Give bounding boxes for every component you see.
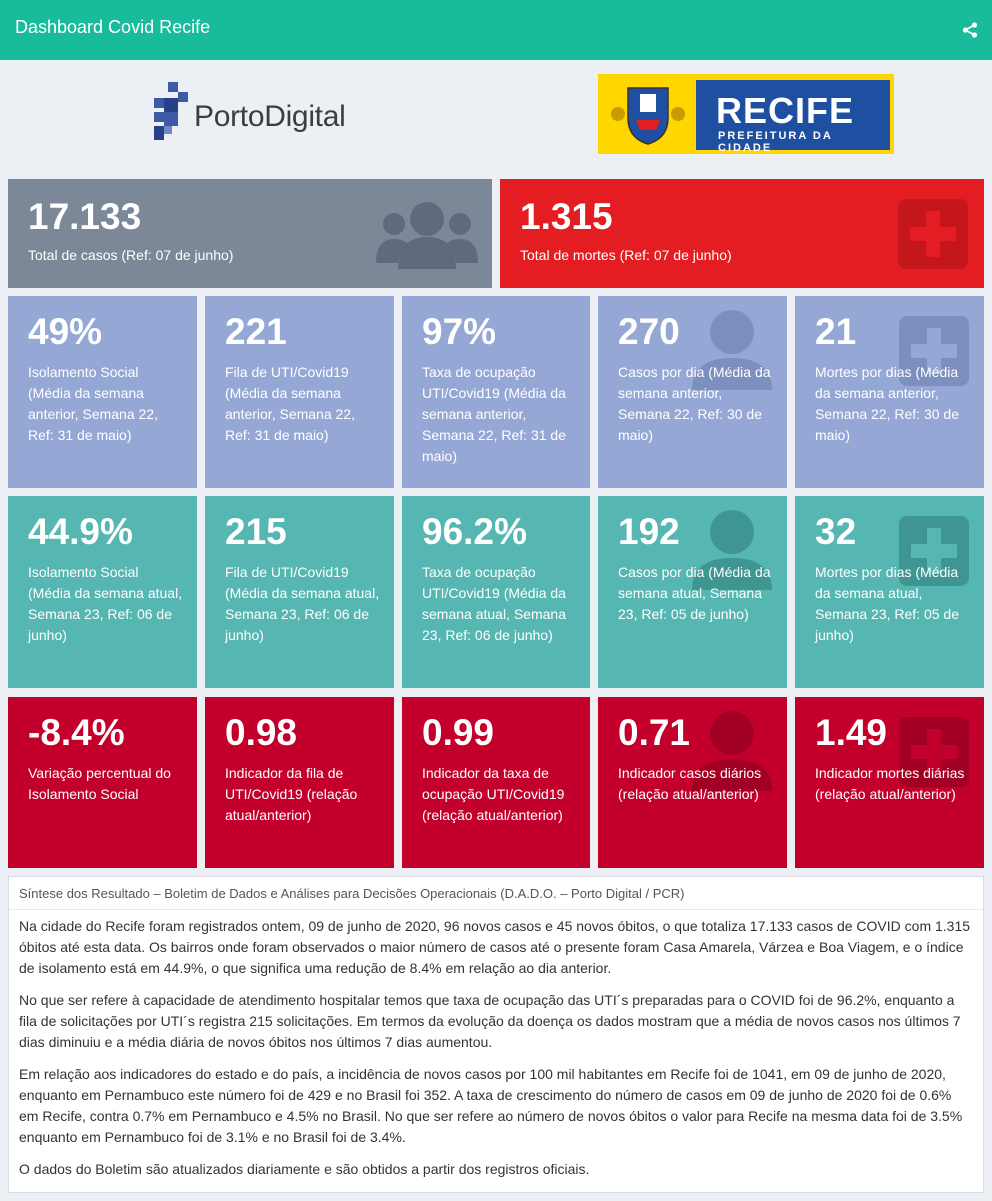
page-title: Dashboard Covid Recife	[15, 17, 211, 37]
total-cases-card: 17.133 Total de casos (Ref: 07 de junho)	[8, 179, 492, 288]
card-label: Fila de UTI/Covid19 (Média da semana ant…	[225, 364, 355, 443]
card-label: Indicador mortes diárias (relação atual/…	[815, 765, 965, 802]
summary-paragraph: Na cidade do Recife foram registrados on…	[19, 918, 971, 976]
daily-deaths-previous-card: 21 Mortes por dias (Média da semana ante…	[795, 296, 984, 488]
recife-banner: RECIFE PREFEITURA DA CIDADE	[696, 80, 890, 154]
coat-of-arms-icon	[610, 82, 686, 146]
card-value: 215	[225, 511, 287, 552]
summary-title: Síntese dos Resultado – Boletim de Dados…	[9, 877, 983, 910]
card-label: Indicador da taxa de ocupação UTI/Covid1…	[422, 765, 565, 823]
porto-digital-wordmark: PortoDigital	[194, 100, 346, 133]
logos-panel: PortoDigital RECIFE PREFEITURA DA CIDADE	[8, 68, 984, 179]
plus-square-icon	[899, 516, 969, 586]
daily-cases-indicator-card: 0.71 Indicador casos diários (relação at…	[598, 697, 787, 868]
card-label: Total de mortes (Ref: 07 de junho)	[520, 247, 732, 263]
isolation-previous-card: 49% Isolamento Social (Média da semana a…	[8, 296, 197, 488]
summary-box: Síntese dos Resultado – Boletim de Dados…	[8, 876, 984, 1193]
icu-occupancy-indicator-card: 0.99 Indicador da taxa de ocupação UTI/C…	[402, 697, 590, 868]
card-value: 17.133	[28, 196, 142, 237]
card-value: 96.2%	[422, 511, 527, 552]
card-label: Fila de UTI/Covid19 (Média da semana atu…	[225, 564, 380, 643]
card-value: 44.9%	[28, 511, 133, 552]
card-label: Variação percentual do Isolamento Social	[28, 765, 171, 802]
icu-queue-previous-card: 221 Fila de UTI/Covid19 (Média da semana…	[205, 296, 394, 488]
total-deaths-card: 1.315 Total de mortes (Ref: 07 de junho)	[500, 179, 984, 288]
icu-occupancy-current-card: 96.2% Taxa de ocupação UTI/Covid19 (Médi…	[402, 496, 590, 688]
card-label: Total de casos (Ref: 07 de junho)	[28, 247, 234, 263]
card-value: 49%	[28, 311, 103, 352]
card-label: Taxa de ocupação UTI/Covid19 (Média da s…	[422, 564, 566, 643]
porto-digital-mark-icon	[154, 82, 188, 140]
card-label: Casos por dia (Média da semana atual, Se…	[618, 564, 771, 622]
plus-square-icon	[898, 199, 968, 269]
recife-subtitle: PREFEITURA DA CIDADE	[718, 130, 833, 154]
card-value: 0.98	[225, 712, 298, 753]
card-value: 221	[225, 311, 287, 352]
card-label: Casos por dia (Média da semana anterior,…	[618, 364, 771, 443]
daily-deaths-indicator-card: 1.49 Indicador mortes diárias (relação a…	[795, 697, 984, 868]
summary-paragraph: Em relação aos indicadores do estado e d…	[19, 1066, 963, 1145]
plus-square-icon	[899, 717, 969, 787]
top-navbar: Dashboard Covid Recife	[0, 0, 992, 60]
isolation-variation-card: -8.4% Variação percentual do Isolamento …	[8, 697, 197, 868]
isolation-current-card: 44.9% Isolamento Social (Média da semana…	[8, 496, 197, 688]
recife-logo: RECIFE PREFEITURA DA CIDADE	[598, 74, 894, 154]
group-icon	[376, 202, 478, 269]
card-value: 270	[618, 311, 680, 352]
card-label: Mortes por dias (Média da semana anterio…	[815, 364, 959, 443]
card-value: -8.4%	[28, 712, 125, 753]
plus-square-icon	[899, 316, 969, 386]
card-value: 0.99	[422, 712, 495, 753]
daily-cases-previous-card: 270 Casos por dia (Média da semana anter…	[598, 296, 787, 488]
recife-title: RECIFE	[716, 90, 855, 131]
porto-digital-logo: PortoDigital	[154, 82, 364, 144]
icu-queue-indicator-card: 0.98 Indicador da fila de UTI/Covid19 (r…	[205, 697, 394, 868]
card-label: Isolamento Social (Média da semana anter…	[28, 364, 158, 443]
card-value: 1.49	[815, 712, 888, 753]
card-value: 0.71	[618, 712, 691, 753]
card-label: Mortes por dias (Média da semana atual, …	[815, 564, 959, 643]
icu-occupancy-previous-card: 97% Taxa de ocupação UTI/Covid19 (Média …	[402, 296, 590, 488]
card-label: Isolamento Social (Média da semana atual…	[28, 564, 183, 643]
icu-queue-current-card: 215 Fila de UTI/Covid19 (Média da semana…	[205, 496, 394, 688]
card-value: 32	[815, 511, 857, 552]
daily-deaths-current-card: 32 Mortes por dias (Média da semana atua…	[795, 496, 984, 688]
summary-paragraph: O dados do Boletim são atualizados diari…	[19, 1161, 590, 1177]
card-value: 97%	[422, 311, 497, 352]
daily-cases-current-card: 192 Casos por dia (Média da semana atual…	[598, 496, 787, 688]
card-label: Taxa de ocupação UTI/Covid19 (Média da s…	[422, 364, 566, 464]
card-label: Indicador da fila de UTI/Covid19 (relaçã…	[225, 765, 358, 823]
user-icon	[692, 310, 772, 390]
user-icon	[692, 711, 772, 791]
card-label: Indicador casos diários (relação atual/a…	[618, 765, 762, 802]
card-value: 192	[618, 511, 680, 552]
card-value: 1.315	[520, 196, 613, 237]
summary-paragraph: No que ser refere à capacidade de atendi…	[19, 992, 961, 1050]
user-icon	[692, 510, 772, 590]
share-icon[interactable]	[962, 22, 978, 38]
summary-body: Na cidade do Recife foram registrados on…	[9, 910, 983, 1180]
card-value: 21	[815, 311, 857, 352]
